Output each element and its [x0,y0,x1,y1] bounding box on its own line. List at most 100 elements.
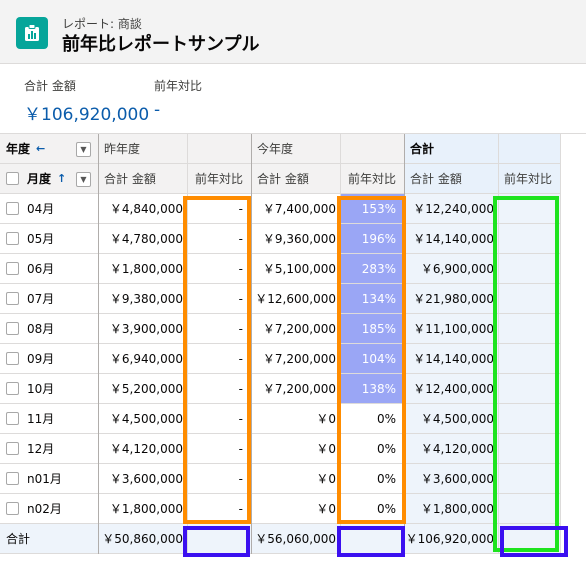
month-row-label[interactable]: 05月 [0,224,98,254]
prev-ratio-cell: - [187,344,251,374]
row-checkbox[interactable] [6,502,19,515]
month-row-label[interactable]: 08月 [0,314,98,344]
sort-ascending-icon[interactable]: ↑ [57,172,67,185]
curr-amount-cell: ￥9,360,000 [251,224,340,254]
total-ratio-cell [498,464,560,494]
row-checkbox[interactable] [6,412,19,425]
prev-ratio-cell: - [187,224,251,254]
total-amount-cell: ￥12,400,000 [404,374,498,404]
curr-amount-cell: ￥0 [251,494,340,524]
curr-ratio-cell: 0% [340,464,404,494]
month-row-label[interactable]: 06月 [0,254,98,284]
measure-header-ratio[interactable]: 前年対比 [498,164,560,194]
month-label: 11月 [27,412,55,426]
total-ratio-cell [498,224,560,254]
total-amount-cell: ￥14,140,000 [404,224,498,254]
total-ratio-cell [498,254,560,284]
total-ratio-cell [498,494,560,524]
prev-amount-cell: ￥3,600,000 [98,464,187,494]
prev-amount-cell: ￥6,940,000 [98,344,187,374]
month-row-label[interactable]: 11月 [0,404,98,434]
select-all-checkbox[interactable] [6,172,19,185]
month-row-label[interactable]: 10月 [0,374,98,404]
curr-amount-cell: ￥7,400,000 [251,194,340,224]
measure-header-ratio[interactable]: 前年対比 [340,164,404,194]
total-amount-cell: ￥1,800,000 [404,494,498,524]
month-row-label[interactable]: 12月 [0,434,98,464]
column-divider [498,134,499,554]
month-label: n02月 [27,502,62,516]
prev-amount-cell: ￥4,500,000 [98,404,187,434]
sub-group-menu-button[interactable]: ▼ [76,172,91,187]
month-label: 09月 [27,352,55,366]
measure-header-amount[interactable]: 合計 金額 [98,164,187,194]
prev-ratio-cell: - [187,314,251,344]
curr-ratio-cell: 185% [340,314,404,344]
curr-amount-cell: ￥5,100,000 [251,254,340,284]
prev-ratio-cell: - [187,464,251,494]
col-group-total: 合計 [404,134,560,164]
month-row-label[interactable]: n01月 [0,464,98,494]
report-title: 前年比レポートサンプル [62,34,260,55]
col-group-prev-year: 昨年度 [98,134,251,164]
row-checkbox[interactable] [6,472,19,485]
total-ratio-cell [498,374,560,404]
measure-header-amount[interactable]: 合計 金額 [251,164,340,194]
curr-ratio-cell: 283% [340,254,404,284]
prev-ratio-cell: - [187,374,251,404]
prev-amount-cell: ￥4,780,000 [98,224,187,254]
highlight-prev-ratio-total [183,526,250,557]
curr-ratio-cell: 104% [340,344,404,374]
curr-ratio-cell: 138% [340,374,404,404]
prev-amount-cell: ￥4,840,000 [98,194,187,224]
row-checkbox[interactable] [6,202,19,215]
row-checkbox[interactable] [6,232,19,245]
month-row-label[interactable]: 04月 [0,194,98,224]
row-checkbox[interactable] [6,292,19,305]
row-checkbox[interactable] [6,322,19,335]
month-row-label[interactable]: 09月 [0,344,98,374]
report-type-label: レポート: 商談 [62,17,142,31]
curr-amount-cell: ￥12,600,000 [251,284,340,314]
prev-ratio-cell: - [187,194,251,224]
summary-amount-value: ￥106,920,000 [24,105,150,125]
total-ratio-cell [498,314,560,344]
total-amount-cell: ￥12,240,000 [404,194,498,224]
row-checkbox[interactable] [6,262,19,275]
month-row-label[interactable]: n02月 [0,494,98,524]
total-ratio-cell [498,284,560,314]
row-group-menu-button[interactable]: ▼ [76,142,91,157]
collapse-arrow-icon[interactable]: ← [36,142,46,155]
prev-ratio-cell: - [187,434,251,464]
highlight-total-ratio-total [500,526,568,557]
measure-header-ratio[interactable]: 前年対比 [187,164,251,194]
total-amount-cell: ￥14,140,000 [404,344,498,374]
grand-total-amount: ￥106,920,000 [404,524,498,554]
grand-total-label: 合計 [0,524,98,554]
measure-header-amount[interactable]: 合計 金額 [404,164,498,194]
prev-amount-cell: ￥4,120,000 [98,434,187,464]
month-label: 04月 [27,202,55,216]
total-ratio-cell [498,344,560,374]
row-checkbox[interactable] [6,442,19,455]
month-label: 08月 [27,322,55,336]
sub-group-label: 月度 [27,172,52,186]
month-label: 10月 [27,382,55,396]
summary-ratio-label: 前年対比 [154,79,203,93]
prev-ratio-cell: - [187,404,251,434]
row-checkbox[interactable] [6,352,19,365]
month-row-label[interactable]: 07月 [0,284,98,314]
report-header: レポート: 商談 前年比レポートサンプル [0,0,586,64]
highlight-total-ratio-column [493,196,559,552]
report-icon [16,17,48,49]
month-label: 12月 [27,442,55,456]
report-table: 年度 ← ▼ 昨年度 今年度 合計 月度 ↑ ▼ 合計 金額 前年対比 合計 金額 前年対比 合計 金額前… [0,134,586,568]
curr-amount-cell: ￥7,200,000 [251,314,340,344]
curr-amount-cell: ￥0 [251,404,340,434]
row-checkbox[interactable] [6,382,19,395]
curr-ratio-cell: 0% [340,404,404,434]
curr-ratio-cell: 196% [340,224,404,254]
prev-ratio-cell: - [187,254,251,284]
prev-amount-cell: ￥1,800,000 [98,254,187,284]
column-divider [98,134,99,554]
